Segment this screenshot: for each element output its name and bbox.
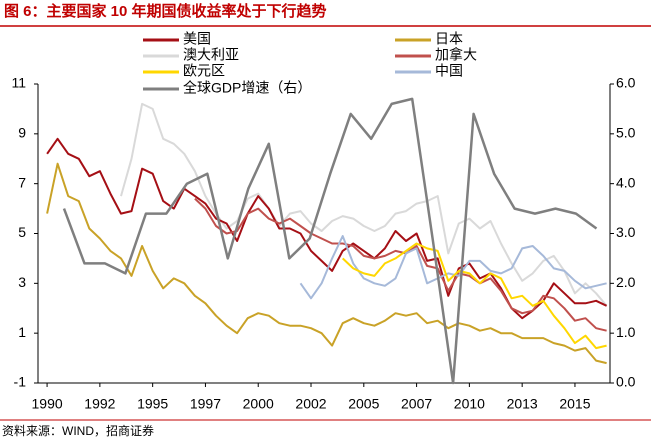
x-tick-label: 2015: [559, 396, 590, 412]
x-tick-label: 2007: [401, 396, 432, 412]
y2-tick-label: 4.0: [616, 174, 636, 190]
series-line: [120, 102, 608, 307]
y-tick-label: 3: [18, 274, 26, 290]
x-tick-label: 2002: [295, 396, 326, 412]
x-tick-label: 1995: [137, 396, 168, 412]
y-tick-label: 1: [18, 324, 26, 340]
y-tick-label: 7: [18, 174, 26, 190]
y2-tick-label: 2.0: [616, 274, 636, 290]
x-tick-label: 1990: [32, 396, 63, 412]
legend-label: 中国: [435, 63, 463, 79]
x-tick-label: 1997: [190, 396, 221, 412]
legend-label: 美国: [183, 31, 211, 47]
chart-title: 图 6：主要国家 10 年期国债收益率处于下行趋势: [4, 2, 327, 20]
x-tick-label: 2000: [243, 396, 274, 412]
y2-tick-label: 5.0: [616, 125, 636, 141]
series-line: [342, 242, 607, 350]
y2-tick-label: 6.0: [616, 75, 636, 91]
series-line: [62, 97, 598, 385]
x-tick-label: 2010: [454, 396, 485, 412]
x-tick-label: 2013: [507, 396, 538, 412]
legend-label: 全球GDP增速（右）: [183, 80, 311, 96]
series-line: [46, 162, 607, 365]
legend-label: 加拿大: [435, 47, 477, 63]
x-tick-label: 2005: [348, 396, 379, 412]
y2-tick-label: 1.0: [616, 324, 636, 340]
series-line: [46, 137, 608, 320]
legend-label: 日本: [435, 31, 463, 47]
y-tick-label: 9: [18, 125, 26, 141]
y-tick-label: 5: [18, 224, 26, 240]
y2-tick-label: 3.0: [616, 224, 636, 240]
legend-label: 欧元区: [183, 63, 225, 79]
legend-label: 澳大利亚: [183, 47, 239, 63]
y-tick-label: 11: [11, 75, 26, 91]
x-tick-label: 1992: [84, 396, 115, 412]
source: 资料来源：WIND，招商证券: [2, 423, 154, 438]
y2-tick-label: 0.0: [616, 374, 636, 390]
y-tick-label: -1: [14, 374, 27, 390]
